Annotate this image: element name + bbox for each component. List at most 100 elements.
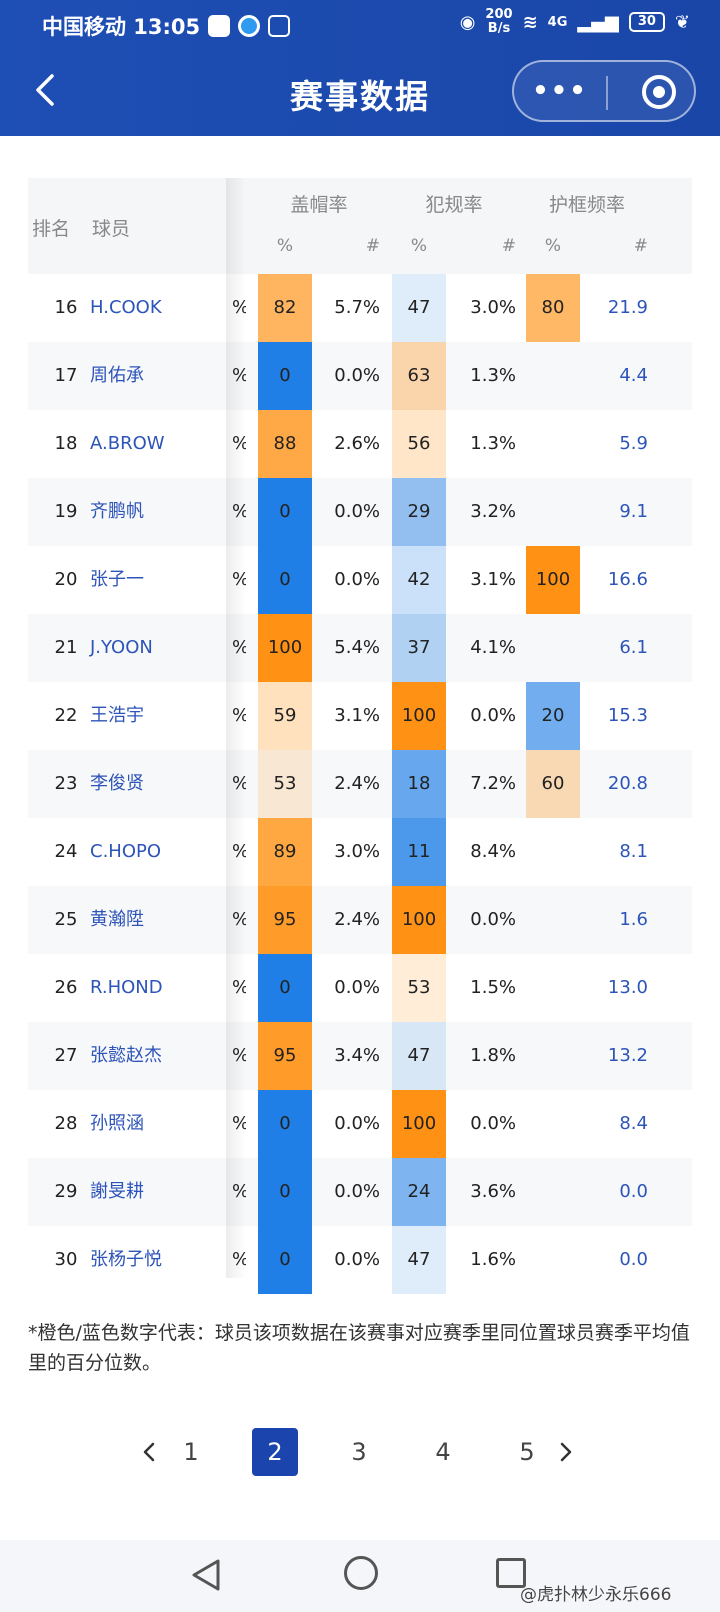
hidden-col-cell: % — [232, 886, 246, 954]
col-player: 球员 — [92, 218, 131, 240]
rank-cell: 21 — [54, 637, 78, 658]
percentile-cell: 89 — [258, 818, 312, 886]
value-cell: 0.0% — [470, 1113, 516, 1134]
rank-cell: 19 — [54, 501, 78, 522]
table-row[interactable]: 18 A.BROW%88 2.6% 56 1.3% 5.9 — [28, 410, 692, 478]
player-name: H.COOK — [90, 297, 162, 318]
value-cell: 8.4% — [470, 841, 516, 862]
nav-home-icon[interactable] — [344, 1556, 378, 1590]
page-4[interactable]: 4 — [435, 1438, 451, 1466]
table-row[interactable]: 21 J.YOON%100 5.4% 37 4.1% 6.1 — [28, 614, 692, 682]
prev-page-icon[interactable] — [143, 1442, 155, 1462]
value-cell: 0.0% — [334, 1181, 380, 1202]
percentile-cell: 80 — [526, 274, 580, 342]
browser-icon — [208, 15, 231, 37]
battery-level: 30 — [628, 12, 665, 32]
percentile-cell: 29 — [392, 478, 446, 546]
nav-recent-icon[interactable] — [496, 1558, 526, 1588]
rank-cell: 18 — [54, 433, 78, 454]
back-arrow-icon[interactable] — [32, 72, 58, 108]
sub-pct: % — [544, 236, 562, 256]
value-cell: 2.4% — [334, 773, 380, 794]
page-5[interactable]: 5 — [519, 1438, 535, 1466]
player-name: R.HOND — [90, 977, 163, 998]
percentile-cell: 0 — [258, 1226, 312, 1294]
percentile-cell: 63 — [392, 342, 446, 410]
value-cell: 3.6% — [470, 1181, 516, 1202]
table-row[interactable]: 16 H.COOK%82 5.7% 47 3.0% 80 21.9 — [28, 274, 692, 342]
table-row[interactable]: 29 謝旻耕%0 0.0% 24 3.6% 0.0 — [28, 1158, 692, 1226]
more-icon[interactable]: ••• — [532, 76, 588, 106]
signal-bars-icon: ▂▄▆ — [577, 11, 619, 33]
rank-cell: 23 — [54, 773, 78, 794]
percentile-cell: 42 — [392, 546, 446, 614]
value-cell: 0.0% — [334, 1249, 380, 1270]
value-cell: 13.2 — [607, 1045, 648, 1066]
table-row[interactable]: 25 黄瀚陞%95 2.4% 100 0.0% 1.6 — [28, 886, 692, 954]
table-row[interactable]: 22 王浩宇%59 3.1% 100 0.0% 20 15.3 — [28, 682, 692, 750]
percentile-cell — [526, 614, 580, 682]
table-row[interactable]: 23 李俊贤%53 2.4% 18 7.2% 60 20.8 — [28, 750, 692, 818]
table-row[interactable]: 27 张懿赵杰%95 3.4% 47 1.8% 13.2 — [28, 1022, 692, 1090]
rank-cell: 30 — [54, 1249, 78, 1270]
value-cell: 15.3 — [607, 705, 648, 726]
value-cell: 1.3% — [470, 433, 516, 454]
player-name: 张懿赵杰 — [90, 1045, 162, 1066]
table-row[interactable]: 19 齐鹏帆%0 0.0% 29 3.2% 9.1 — [28, 478, 692, 546]
value-cell: 1.5% — [470, 977, 516, 998]
percentile-cell: 82 — [258, 274, 312, 342]
page-2[interactable]: 2 — [252, 1428, 298, 1476]
player-name: A.BROW — [90, 433, 165, 454]
sub-num: # — [365, 236, 380, 256]
hidden-col-cell: % — [232, 682, 246, 750]
rank-cell: 29 — [54, 1181, 78, 1202]
footnote: *橙色/蓝色数字代表：球员该项数据在该赛事对应赛季里同位置球员赛季平均值里的百分… — [28, 1322, 690, 1374]
next-page-icon[interactable] — [560, 1442, 572, 1462]
shield-icon — [268, 15, 291, 37]
percentile-cell: 59 — [258, 682, 312, 750]
col-foul-rate: 犯规率 — [425, 194, 483, 216]
value-cell: 4.1% — [470, 637, 516, 658]
value-cell: 0.0% — [470, 705, 516, 726]
percentile-cell: 60 — [526, 750, 580, 818]
value-cell: 5.4% — [334, 637, 380, 658]
player-name: 孙照涵 — [90, 1113, 144, 1134]
percentile-cell: 56 — [392, 410, 446, 478]
value-cell: 3.0% — [334, 841, 380, 862]
value-cell: 1.6% — [470, 1249, 516, 1270]
table-row[interactable]: 26 R.HOND%0 0.0% 53 1.5% 13.0 — [28, 954, 692, 1022]
hidden-col-cell: % — [232, 546, 246, 614]
player-name: 齐鹏帆 — [90, 501, 144, 522]
signal-label: 4G — [547, 14, 568, 30]
player-name: 李俊贤 — [90, 773, 144, 794]
value-cell: 8.4 — [619, 1113, 648, 1134]
status-bar: 中国移动 13:05 ◉ 200 B/s ≋ 4G ▂▄▆ 30 ❦ — [0, 0, 720, 50]
col-block-rate: 盖帽率 — [290, 194, 348, 216]
percentile-cell: 11 — [392, 818, 446, 886]
player-name: 张杨子悦 — [90, 1249, 162, 1270]
leaf-icon: ❦ — [674, 11, 690, 33]
page-1[interactable]: 1 — [183, 1438, 199, 1466]
rank-cell: 25 — [54, 909, 78, 930]
percentile-cell: 95 — [258, 886, 312, 954]
table-row[interactable]: 30 张杨子悦%0 0.0% 47 1.6% 0.0 — [28, 1226, 692, 1294]
hidden-col-cell: % — [232, 410, 246, 478]
table-row[interactable]: 17 周佑承%0 0.0% 63 1.3% 4.4 — [28, 342, 692, 410]
table-row[interactable]: 24 C.HOPO%89 3.0% 11 8.4% 8.1 — [28, 818, 692, 886]
player-name: 王浩宇 — [90, 705, 144, 726]
close-target-icon[interactable] — [642, 75, 676, 109]
percentile-cell: 95 — [258, 1022, 312, 1090]
table-row[interactable]: 28 孙照涵%0 0.0% 100 0.0% 8.4 — [28, 1090, 692, 1158]
page-3[interactable]: 3 — [351, 1438, 367, 1466]
value-cell: 13.0 — [607, 977, 648, 998]
hidden-col-cell: % — [232, 1158, 246, 1226]
value-cell: 20.8 — [607, 773, 648, 794]
percentile-cell: 0 — [258, 478, 312, 546]
table-row[interactable]: 20 张子一%0 0.0% 42 3.1% 100 16.6 — [28, 546, 692, 614]
nav-back-icon[interactable] — [190, 1558, 222, 1592]
sub-pct: % — [410, 236, 428, 256]
percentile-cell — [526, 954, 580, 1022]
value-cell: 9.1 — [619, 501, 648, 522]
percentile-cell — [526, 818, 580, 886]
percentile-cell — [526, 410, 580, 478]
